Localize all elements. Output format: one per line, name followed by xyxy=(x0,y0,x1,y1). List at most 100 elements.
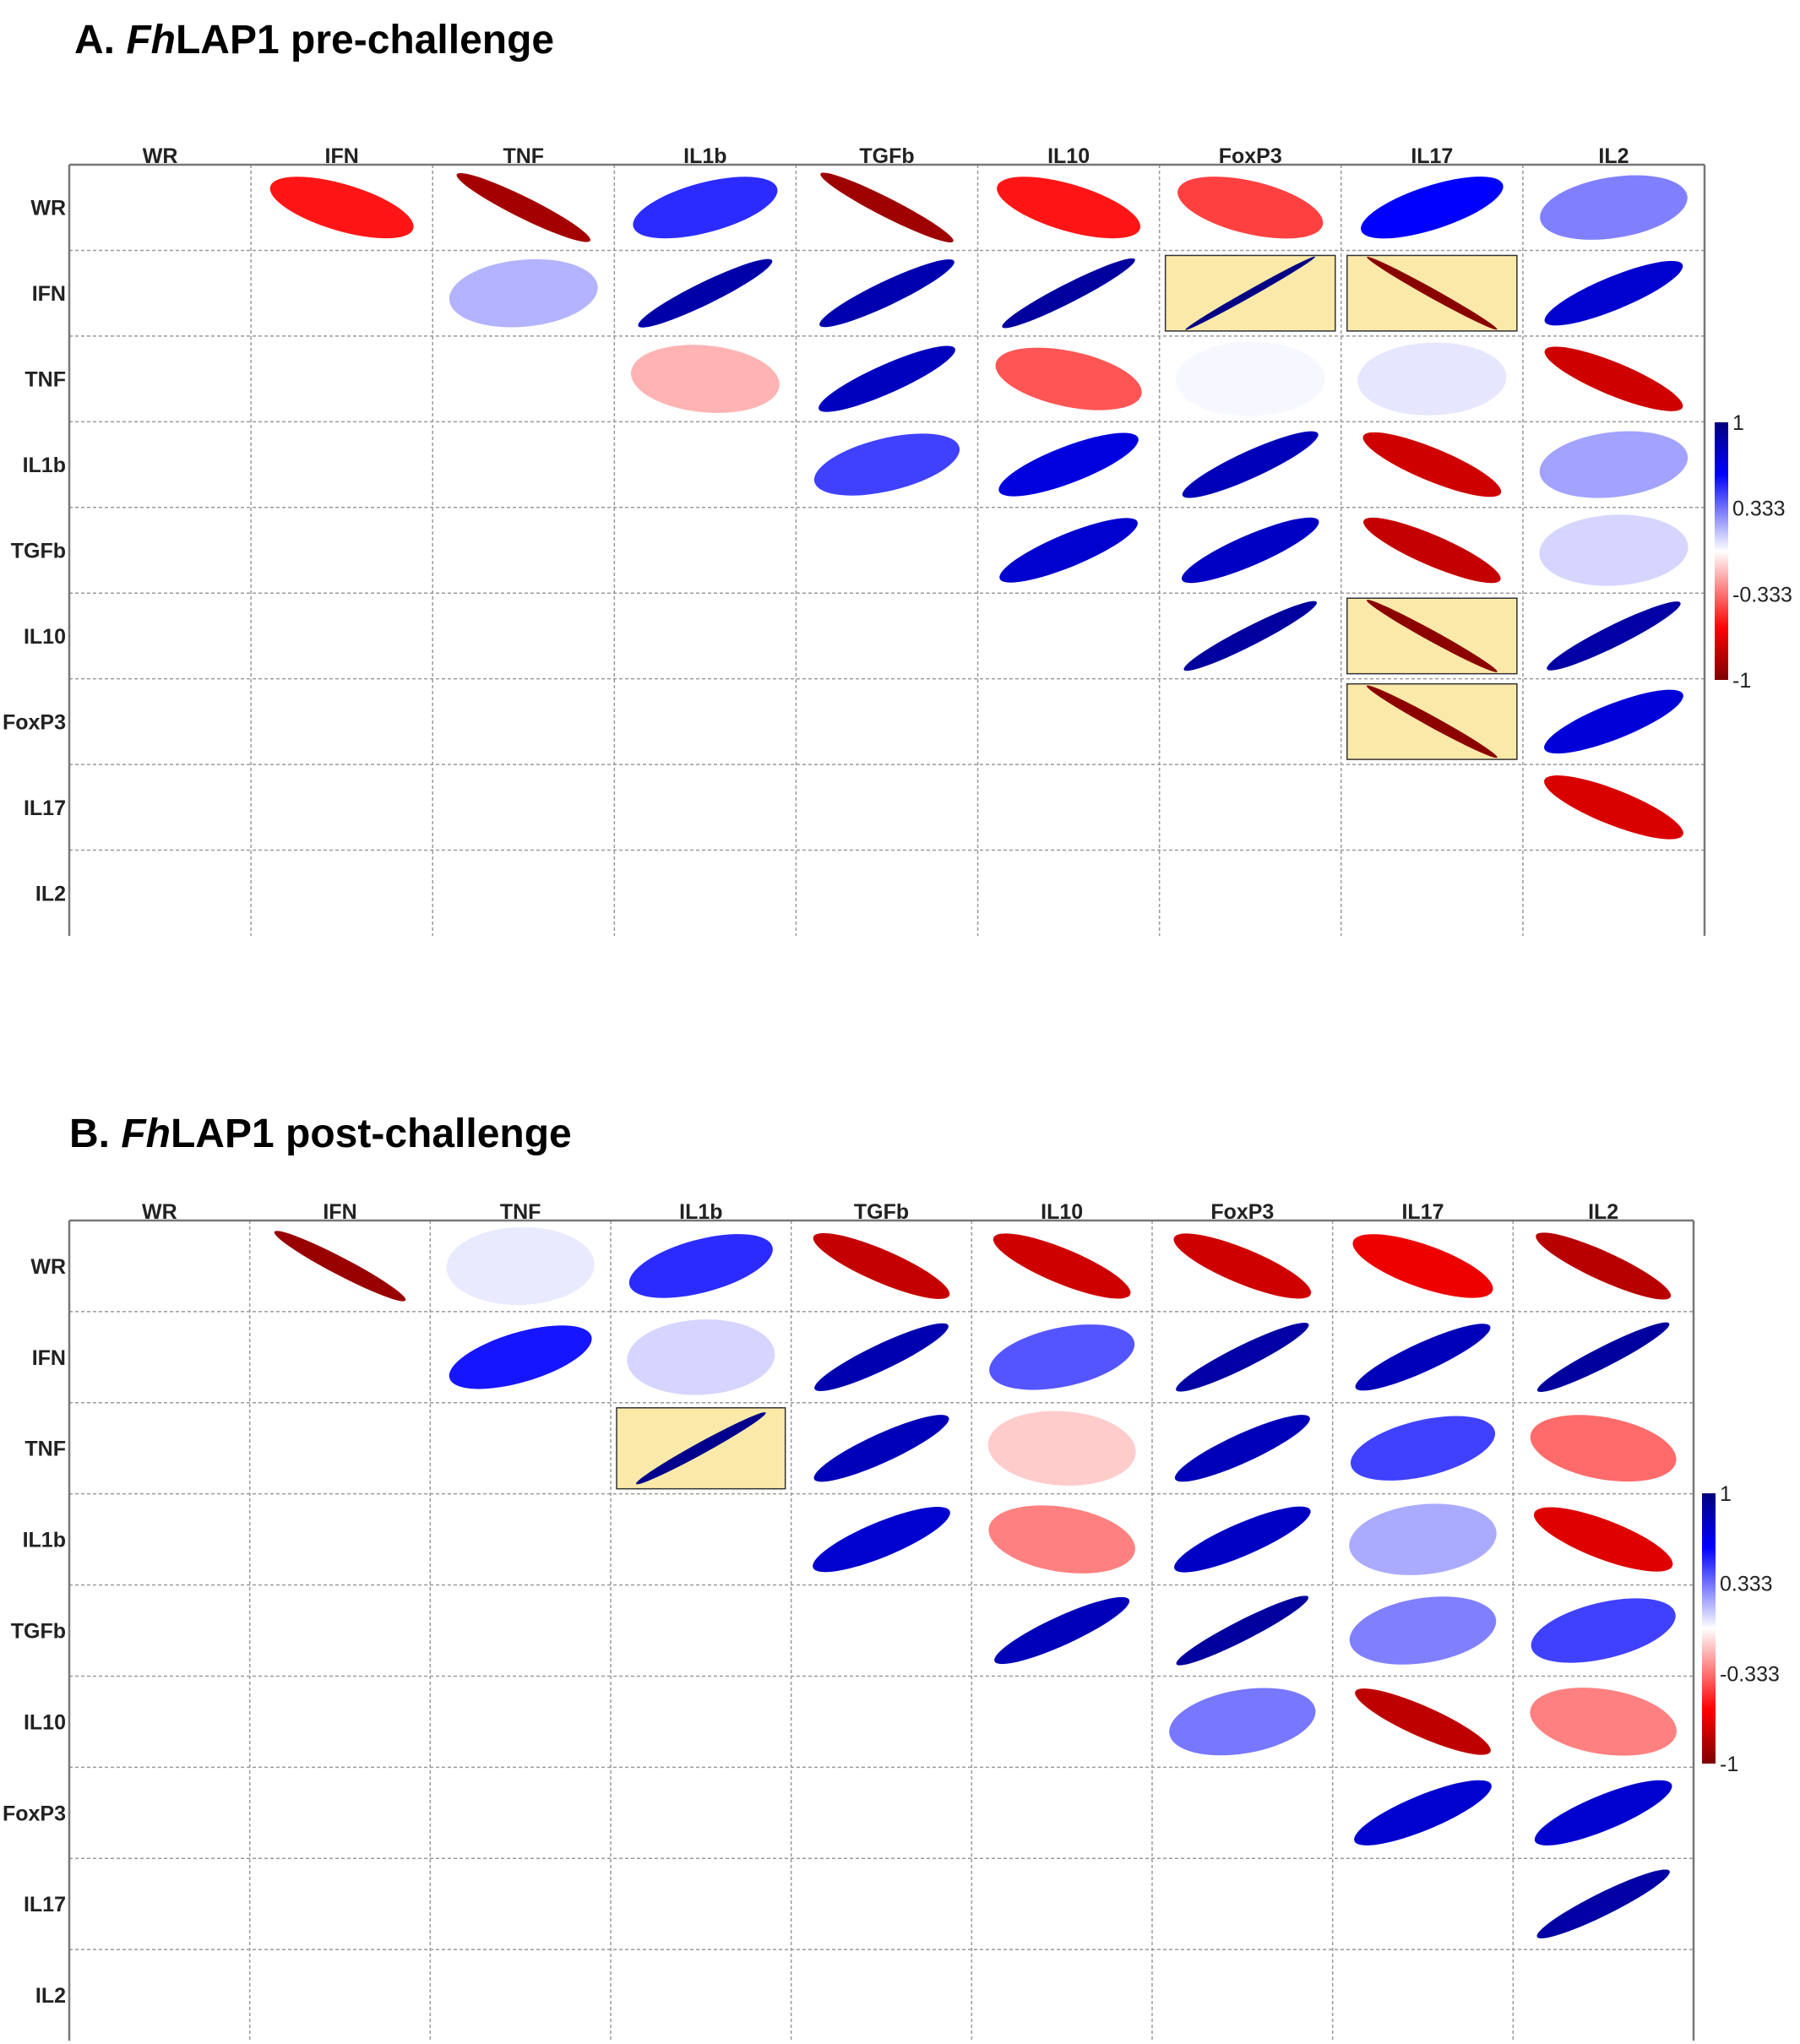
correlation-ellipse-il10-foxp3 xyxy=(1183,601,1317,671)
colorbar-tick-label: -0.333 xyxy=(1732,583,1792,606)
correlation-ellipse-wr-il1b xyxy=(628,1234,773,1298)
colorbar-tick-label: 0.333 xyxy=(1732,497,1786,521)
row-label-foxp3: FoxP3 xyxy=(3,710,66,734)
correlation-ellipse-wr-tgfb xyxy=(813,1232,950,1299)
row-label-wr: WR xyxy=(30,197,66,220)
colorbar xyxy=(1715,422,1728,680)
row-label-tgfb: TGFb xyxy=(11,1620,66,1644)
correlation-ellipse-il1b-tgfb xyxy=(813,433,960,496)
correlation-ellipse-tnf-il17 xyxy=(1357,342,1507,416)
panel-b-title: B. FhLAP1 post-challenge xyxy=(69,1111,572,1157)
panel-b-chart: WR IFN TNF IL1b TGFb IL10 FoxP3 IL17 IL2WRIFNTNF… xyxy=(3,1200,1780,2041)
correlation-ellipse-tgfb-foxp3 xyxy=(1176,1596,1309,1666)
correlation-ellipse-ifn-foxp3 xyxy=(1176,1323,1309,1392)
correlation-ellipse-il1b-foxp3 xyxy=(1174,1506,1311,1573)
correlation-ellipse-tgfb-il2 xyxy=(1539,514,1689,586)
row-label-il10: IL10 xyxy=(24,625,66,649)
correlation-ellipse-wr-ifn xyxy=(274,1231,406,1302)
correlation-ellipse-tnf-il1b xyxy=(636,1412,766,1485)
correlation-ellipse-tgfb-il10 xyxy=(999,518,1138,583)
panel-a-title: A. FhLAP1 pre-challenge xyxy=(74,17,554,63)
correlation-ellipse-il17-il2 xyxy=(1544,775,1683,840)
correlation-ellipse-tgfb-il10 xyxy=(994,1596,1130,1665)
colorbar-tick-label: -1 xyxy=(1732,669,1751,693)
row-label-il17: IL17 xyxy=(24,796,66,820)
correlation-ellipse-ifn-il10 xyxy=(1002,258,1135,329)
correlation-ellipse-tnf-foxp3 xyxy=(1176,341,1325,416)
correlation-ellipse-foxp3-il17 xyxy=(1354,1780,1492,1846)
correlation-ellipse-wr-il17 xyxy=(1352,1234,1493,1298)
colorbar-tick-label: 1 xyxy=(1720,1482,1732,1506)
panel-a-title-italic: Fh xyxy=(126,18,176,63)
correlation-ellipse-wr-tnf xyxy=(446,1226,595,1306)
panel-a-chart: WR IFN TNF IL1b TGFb IL10 FoxP3 IL17 IL2WRIFNTNF… xyxy=(3,144,1792,936)
correlation-ellipse-wr-ifn xyxy=(269,177,414,239)
correlation-ellipse-il1b-foxp3 xyxy=(1182,431,1319,498)
correlation-ellipse-tnf-il10 xyxy=(987,1411,1136,1486)
row-label-tgfb: TGFb xyxy=(11,540,66,563)
panel-a-title-suffix: LAP1 pre-challenge xyxy=(175,18,555,63)
correlation-ellipse-wr-il17 xyxy=(1361,177,1504,239)
correlation-ellipse-wr-il10 xyxy=(992,1233,1131,1299)
correlation-ellipse-il1b-il10 xyxy=(998,432,1139,497)
colorbar-tick-label: 1 xyxy=(1732,411,1744,435)
correlation-ellipse-wr-tnf xyxy=(456,172,590,242)
row-label-il17: IL17 xyxy=(24,1893,66,1916)
panel-a-title-prefix: A. xyxy=(74,18,127,63)
row-label-il10: IL10 xyxy=(24,1710,66,1734)
correlation-ellipse-il17-il2 xyxy=(1536,1869,1670,1938)
correlation-ellipse-ifn-il2 xyxy=(1544,260,1683,326)
correlation-ellipse-ifn-il1b xyxy=(638,258,773,328)
correlation-ellipse-tgfb-il17 xyxy=(1349,1596,1497,1665)
correlation-ellipse-wr-il10 xyxy=(997,177,1141,239)
correlation-ellipse-tnf-il1b xyxy=(631,345,780,413)
correlation-ellipse-il10-il2 xyxy=(1547,601,1681,671)
correlation-ellipse-ifn-il17 xyxy=(1355,1324,1491,1391)
colorbar-tick-label: -1 xyxy=(1720,1753,1738,1776)
row-label-il2: IL2 xyxy=(35,882,66,905)
correlation-ellipse-il10-il17 xyxy=(1355,1688,1491,1755)
correlation-ellipse-tgfb-il17 xyxy=(1363,517,1501,584)
correlation-ellipse-ifn-il17 xyxy=(1367,257,1498,330)
correlation-ellipse-il10-foxp3 xyxy=(1169,1688,1316,1756)
correlation-ellipse-il1b-il2 xyxy=(1539,431,1689,498)
correlation-ellipse-ifn-tnf xyxy=(449,258,598,328)
correlation-ellipse-il1b-il10 xyxy=(988,1505,1135,1574)
panel-b-title-suffix: LAP1 post-challenge xyxy=(170,1112,572,1156)
row-label-tnf: TNF xyxy=(24,1438,66,1461)
correlation-ellipse-il1b-il2 xyxy=(1533,1507,1673,1572)
correlation-ellipse-tgfb-il2 xyxy=(1531,1598,1676,1663)
correlation-ellipse-il1b-il17 xyxy=(1362,432,1502,497)
correlation-ellipse-tnf-il2 xyxy=(1544,346,1683,411)
correlation-ellipse-ifn-tnf xyxy=(449,1325,592,1389)
correlation-ellipse-il1b-tgfb xyxy=(813,1507,950,1573)
correlation-ellipse-ifn-il10 xyxy=(989,1324,1135,1390)
row-label-ifn: IFN xyxy=(32,1346,66,1370)
correlation-ellipse-wr-il2 xyxy=(1540,175,1688,240)
correlation-ellipse-tnf-tgfb xyxy=(818,345,955,412)
correlation-ellipse-tnf-il17 xyxy=(1350,1416,1496,1481)
row-label-il2: IL2 xyxy=(35,1984,66,2008)
colorbar-tick-label: -0.333 xyxy=(1720,1662,1780,1686)
correlation-ellipse-ifn-il2 xyxy=(1536,1322,1670,1393)
correlation-ellipse-il1b-il17 xyxy=(1349,1503,1497,1575)
correlation-ellipse-foxp3-il2 xyxy=(1534,1780,1672,1846)
correlation-ellipse-il10-il2 xyxy=(1530,1688,1677,1756)
correlation-ellipse-tnf-il2 xyxy=(1530,1415,1677,1482)
correlation-ellipse-wr-foxp3 xyxy=(1177,177,1324,239)
correlation-ellipse-wr-il1b xyxy=(633,177,778,239)
correlation-ellipse-tnf-il10 xyxy=(995,347,1142,410)
correlation-ellipse-tgfb-foxp3 xyxy=(1181,517,1319,584)
correlation-ellipse-foxp3-il2 xyxy=(1544,689,1683,754)
colorbar xyxy=(1702,1493,1716,1764)
row-label-ifn: IFN xyxy=(32,282,66,306)
row-label-wr: WR xyxy=(30,1255,66,1279)
correlation-ellipse-wr-foxp3 xyxy=(1173,1233,1312,1299)
correlation-ellipse-ifn-tgfb xyxy=(814,1323,949,1391)
row-label-tnf: TNF xyxy=(24,368,66,392)
correlation-ellipse-ifn-foxp3 xyxy=(1185,256,1316,330)
row-label-foxp3: FoxP3 xyxy=(3,1802,66,1825)
correlation-ellipse-il10-il17 xyxy=(1366,600,1498,672)
correlation-ellipse-ifn-tgfb xyxy=(819,259,954,328)
